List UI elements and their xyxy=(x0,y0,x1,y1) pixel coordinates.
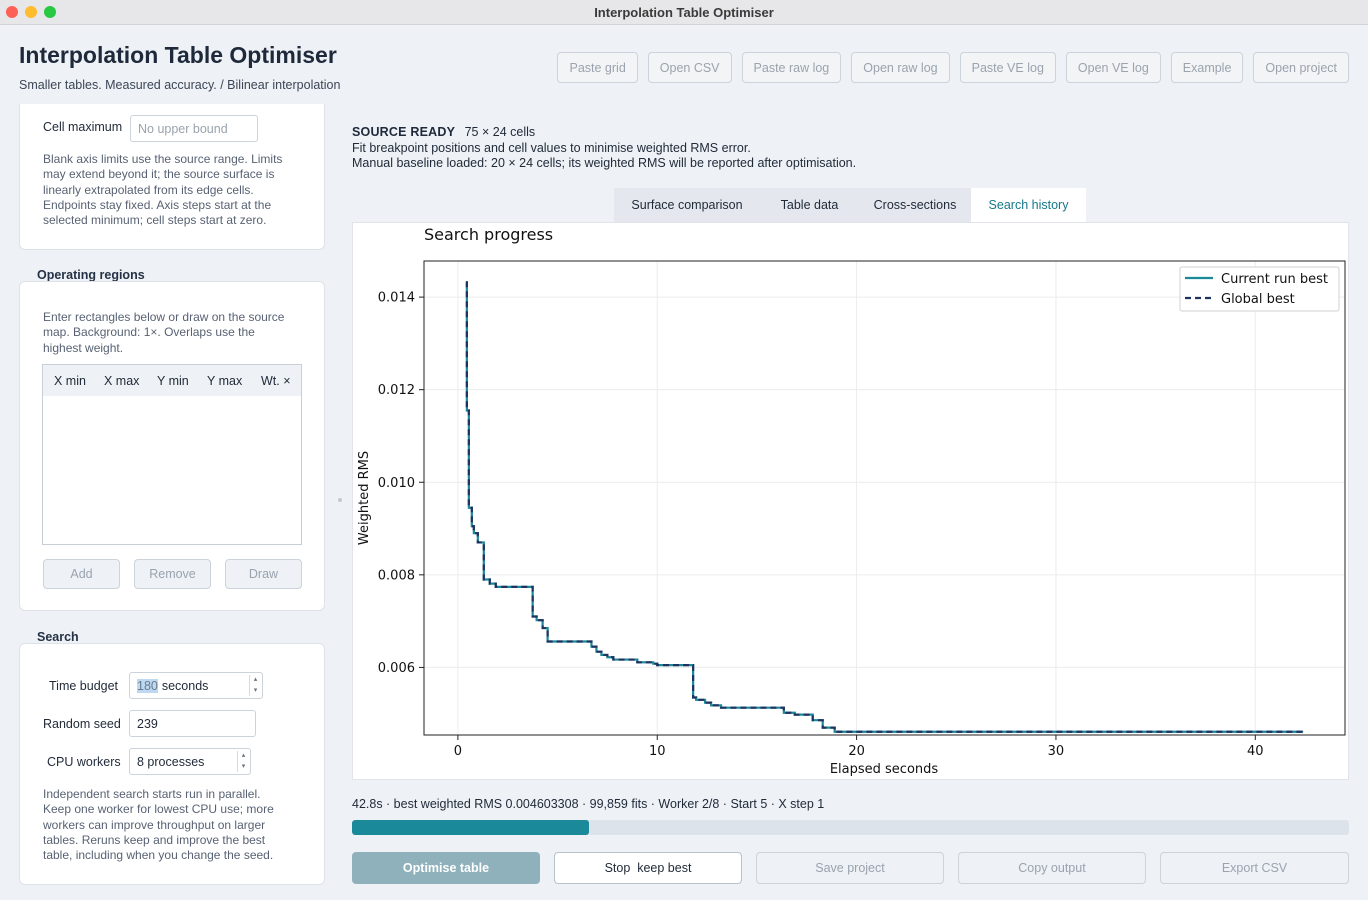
regions-table-header: X min X max Y min Y max Wt. × xyxy=(43,365,301,396)
stepper-down-icon[interactable]: ▾ xyxy=(253,687,258,694)
cpu-workers-input[interactable]: 8 processes ▴ ▾ xyxy=(129,748,251,775)
toolbar: Paste grid Open CSV Paste raw log Open r… xyxy=(557,52,1349,83)
search-history-panel: Search progress 0 10 20 30 40 0.006 0.008 0.01… xyxy=(352,222,1349,780)
remove-region-button[interactable]: Remove xyxy=(134,559,211,589)
column-x-min: X min xyxy=(54,373,86,388)
chart-series xyxy=(465,281,1304,733)
view-tabs: Surface comparison Table data Cross-sect… xyxy=(614,188,1086,222)
x-tick-label: 20 xyxy=(848,744,865,759)
paste-raw-log-button[interactable]: Paste raw log xyxy=(741,52,842,83)
close-window-button[interactable] xyxy=(6,6,18,18)
stop-keep-best-button[interactable]: Stop keep best xyxy=(554,852,742,884)
window-controls xyxy=(6,6,56,18)
tab-table-data[interactable]: Table data xyxy=(760,188,859,222)
y-axis-ticks: 0.006 0.008 0.010 0.012 0.014 xyxy=(378,291,424,676)
add-region-button[interactable]: Add xyxy=(43,559,120,589)
app-title: Interpolation Table Optimiser xyxy=(19,42,337,68)
column-y-max: Y max xyxy=(207,373,243,388)
window-title: Interpolation Table Optimiser xyxy=(594,4,774,20)
x-tick-label: 40 xyxy=(1247,744,1264,759)
search-help-text: Independent search starts run in paralle… xyxy=(43,787,274,863)
time-budget-unit: seconds xyxy=(161,678,209,693)
example-button[interactable]: Example xyxy=(1170,52,1244,83)
series-line-current-run-best xyxy=(465,281,1304,733)
x-tick-label: 30 xyxy=(1048,744,1065,759)
column-weight: Wt. × xyxy=(261,373,291,388)
paste-grid-button[interactable]: Paste grid xyxy=(557,52,638,83)
regions-help-text: Enter rectangles below or draw on the so… xyxy=(43,310,285,355)
tab-search-history[interactable]: Search history xyxy=(971,188,1086,222)
search-heading: Search xyxy=(37,630,79,644)
operating-regions-heading: Operating regions xyxy=(37,268,145,282)
export-csv-button[interactable]: Export CSV xyxy=(1160,852,1349,884)
legend-label-current-run: Current run best xyxy=(1221,272,1328,287)
series-line-global-best xyxy=(465,281,1304,733)
x-axis-ticks: 0 10 20 30 40 xyxy=(454,735,1264,759)
search-progress-chart: Search progress 0 10 20 30 40 0.006 0.008 0.01… xyxy=(357,225,1346,777)
x-axis-label: Elapsed seconds xyxy=(830,762,939,777)
time-budget-input[interactable]: 180 seconds ▴ ▾ xyxy=(129,672,263,699)
stepper-up-icon[interactable]: ▴ xyxy=(253,676,258,683)
time-budget-stepper[interactable]: ▴ ▾ xyxy=(249,675,261,696)
y-tick-label: 0.008 xyxy=(378,568,415,583)
cell-maximum-label: Cell maximum xyxy=(43,120,123,134)
chart-gridlines xyxy=(424,261,1345,735)
open-raw-log-button[interactable]: Open raw log xyxy=(851,52,950,83)
sidebar-splitter-handle[interactable] xyxy=(338,498,342,502)
optimise-table-button[interactable]: Optimise table xyxy=(352,852,540,884)
source-status: SOURCE READY 75 × 24 cells xyxy=(352,125,535,139)
limits-help-text: Blank axis limits use the source range. … xyxy=(43,152,283,228)
legend-label-global-best: Global best xyxy=(1221,292,1295,307)
app-subtitle: Smaller tables. Measured accuracy. / Bil… xyxy=(19,78,341,92)
y-tick-label: 0.014 xyxy=(378,291,415,306)
y-tick-label: 0.010 xyxy=(378,476,415,491)
copy-output-button[interactable]: Copy output xyxy=(958,852,1146,884)
x-tick-label: 0 xyxy=(454,744,462,759)
cpu-workers-stepper[interactable]: ▴ ▾ xyxy=(237,751,249,772)
objective-description: Fit breakpoint positions and cell values… xyxy=(352,141,751,155)
search-status-text: 42.8s · best weighted RMS 0.004603308 · … xyxy=(352,797,825,811)
random-seed-input[interactable]: 239 xyxy=(129,710,256,737)
tab-surface-comparison[interactable]: Surface comparison xyxy=(614,188,760,222)
stepper-up-icon[interactable]: ▴ xyxy=(241,752,246,759)
y-axis-label: Weighted RMS xyxy=(357,451,372,545)
legend-box xyxy=(1179,266,1340,312)
column-y-min: Y min xyxy=(157,373,189,388)
stepper-down-icon[interactable]: ▾ xyxy=(241,763,246,770)
draw-region-button[interactable]: Draw xyxy=(225,559,302,589)
chart-legend: Current run best Global best xyxy=(1179,266,1340,312)
open-project-button[interactable]: Open project xyxy=(1253,52,1349,83)
column-x-max: X max xyxy=(104,373,140,388)
chart-title: Search progress xyxy=(424,225,553,244)
paste-ve-log-button[interactable]: Paste VE log xyxy=(959,52,1056,83)
cpu-workers-label: CPU workers xyxy=(47,755,121,769)
y-tick-label: 0.006 xyxy=(378,661,415,676)
baseline-description: Manual baseline loaded: 20 × 24 cells; i… xyxy=(352,156,857,170)
open-ve-log-button[interactable]: Open VE log xyxy=(1065,52,1161,83)
window-titlebar: Interpolation Table Optimiser xyxy=(0,0,1368,25)
search-progress-bar xyxy=(352,820,1349,835)
time-budget-label: Time budget xyxy=(49,679,119,693)
zoom-window-button[interactable] xyxy=(44,6,56,18)
source-ready-badge: SOURCE READY xyxy=(352,125,456,139)
regions-table[interactable]: X min X max Y min Y max Wt. × xyxy=(42,364,302,545)
minimize-window-button[interactable] xyxy=(25,6,37,18)
source-dimensions: 75 × 24 cells xyxy=(464,125,536,139)
y-tick-label: 0.012 xyxy=(378,383,415,398)
plot-frame xyxy=(423,260,1346,736)
cpu-workers-value: 8 processes xyxy=(137,754,205,769)
time-budget-value: 180 xyxy=(137,678,158,693)
random-seed-label: Random seed xyxy=(43,717,121,731)
search-progress-fill xyxy=(352,820,590,835)
tab-cross-sections[interactable]: Cross-sections xyxy=(859,188,971,222)
save-project-button[interactable]: Save project xyxy=(756,852,944,884)
x-tick-label: 10 xyxy=(649,744,666,759)
open-csv-button[interactable]: Open CSV xyxy=(647,52,732,83)
cell-maximum-input[interactable]: No upper bound xyxy=(130,115,258,142)
